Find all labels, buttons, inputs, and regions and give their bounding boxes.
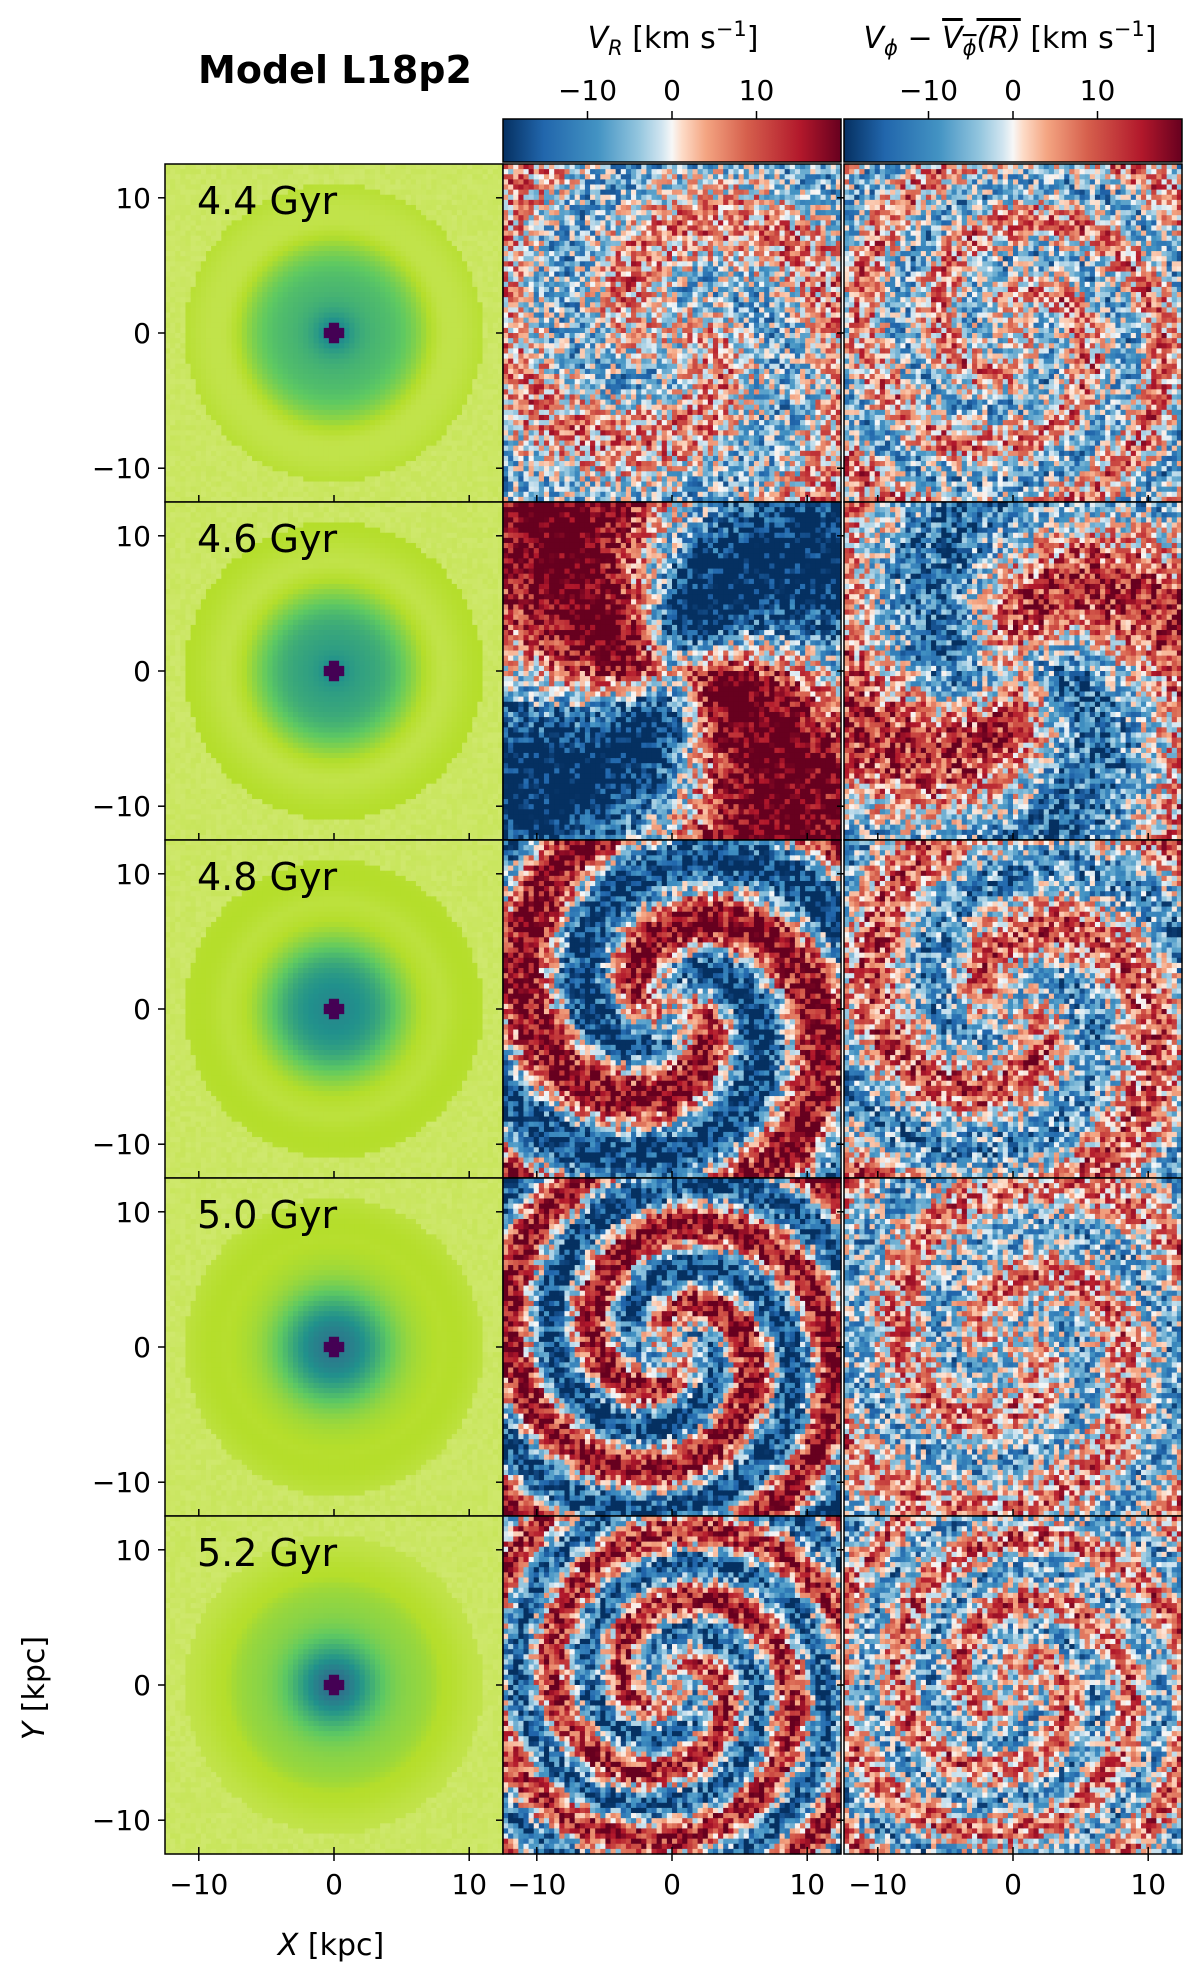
snapshot-time-label: 4.4 Gyr — [197, 179, 337, 223]
snapshot-row: 4.6 Gyr — [158, 502, 1183, 841]
snapshot-row: 4.8 Gyr — [158, 840, 1183, 1179]
vr-panel — [496, 1516, 842, 1855]
y-tick-label: 0 — [133, 993, 151, 1026]
y-tick-label: 10 — [115, 858, 151, 891]
colorbar-vr-label: VR [km s−1] — [588, 17, 759, 60]
y-tick-label: −10 — [92, 1128, 151, 1161]
snapshot-time-label: 5.0 Gyr — [197, 1193, 337, 1237]
y-tick-label: −10 — [92, 1466, 151, 1499]
colorbar-tick-label: 0 — [663, 74, 681, 107]
snapshot-row: 5.0 Gyr — [158, 1178, 1183, 1517]
y-tick-label: −10 — [92, 452, 151, 485]
y-tick-label: −10 — [92, 790, 151, 823]
colorbar-vphi-bar — [844, 119, 1182, 162]
colorbar-vr-ticks: −10 0 10 — [558, 74, 774, 119]
y-tick-label: −10 — [92, 1804, 151, 1837]
colorbar-vr-bar — [503, 119, 841, 162]
colorbar-tick-label: 0 — [1004, 74, 1022, 107]
y-tick-label: 10 — [115, 182, 151, 215]
y-tick-label: 10 — [115, 1196, 151, 1229]
vphi-panel — [837, 1178, 1183, 1517]
x-tick-label: −10 — [169, 1868, 228, 1901]
snapshot-row: 5.2 Gyr — [158, 1516, 1183, 1855]
colorbar-tick-label: 10 — [739, 74, 775, 107]
x-tick-label: −10 — [848, 1868, 907, 1901]
vphi-panel — [837, 502, 1183, 841]
colorbar-tick-label: −10 — [899, 74, 958, 107]
vr-panel — [496, 840, 842, 1179]
figure-title: Model L18p2 — [198, 48, 472, 92]
x-tick-label: 10 — [1130, 1868, 1166, 1901]
vphi-panel — [837, 1516, 1183, 1855]
colorbar-vphi-label: Vϕ − Vϕ(R) [km s−1] — [864, 17, 1157, 60]
vr-panel — [496, 1178, 842, 1517]
y-tick-label: 0 — [133, 1669, 151, 1702]
y-tick-label: 0 — [133, 1331, 151, 1364]
y-tick-label: 0 — [133, 317, 151, 350]
colorbar-vphi: Vϕ − Vϕ(R) [km s−1] −10 0 10 — [844, 17, 1182, 162]
x-tick-label: 0 — [325, 1868, 343, 1901]
y-axis-label: Y [kpc] — [17, 1636, 52, 1740]
x-tick-label: 0 — [1004, 1868, 1022, 1901]
y-tick-label: 0 — [133, 655, 151, 688]
vphi-panel — [837, 840, 1183, 1179]
colorbar-vr: VR [km s−1] −10 0 10 — [503, 17, 841, 162]
x-tick-label: 10 — [789, 1868, 825, 1901]
snapshot-time-label: 4.6 Gyr — [197, 517, 337, 561]
x-axis-label: X [kpc] — [276, 1928, 384, 1963]
x-tick-label: 10 — [451, 1868, 487, 1901]
vr-panel — [496, 502, 842, 841]
snapshot-time-label: 5.2 Gyr — [197, 1531, 337, 1575]
colorbar-tick-label: 10 — [1080, 74, 1116, 107]
x-tick-label: −10 — [507, 1868, 566, 1901]
panel-grid: 4.4 Gyr 4.6 Gyr 4.8 Gyr 5.0 Gyr 5.2 Gyr — [158, 164, 1183, 1855]
snapshot-row: 4.4 Gyr — [158, 164, 1183, 503]
y-tick-label: 10 — [115, 1534, 151, 1567]
colorbar-vphi-ticks: −10 0 10 — [899, 74, 1115, 119]
snapshot-time-label: 4.8 Gyr — [197, 855, 337, 899]
x-tick-label: 0 — [663, 1868, 681, 1901]
colorbar-tick-label: −10 — [558, 74, 617, 107]
vr-panel — [496, 164, 842, 503]
y-tick-label: 10 — [115, 520, 151, 553]
vphi-panel — [837, 164, 1183, 503]
